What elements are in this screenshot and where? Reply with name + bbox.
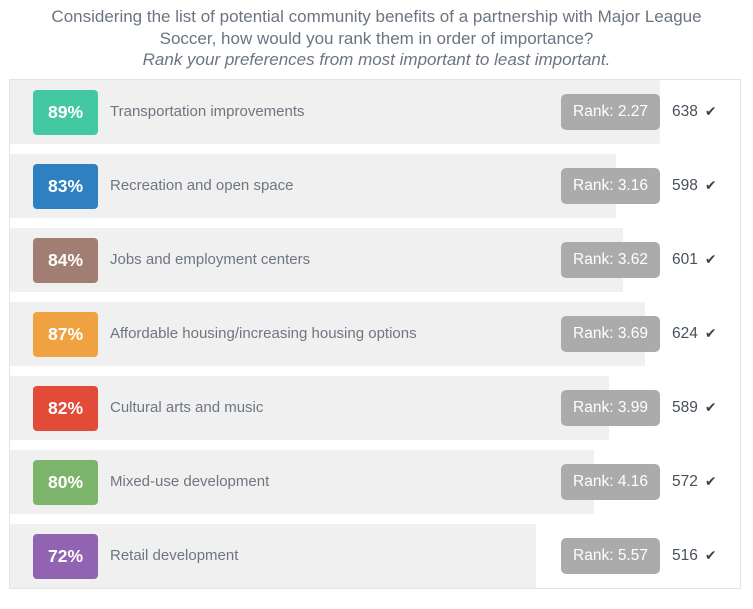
- check-icon: ✔: [704, 473, 717, 489]
- response-count-value: 572: [672, 472, 698, 490]
- percent-badge: 87%: [33, 311, 98, 357]
- response-count: 516 ✔: [672, 524, 717, 588]
- percent-bar: [10, 227, 624, 292]
- option-row[interactable]: 80% Mixed-use development Rank: 4.16 572…: [10, 449, 740, 514]
- option-row[interactable]: 83% Recreation and open space Rank: 3.16…: [10, 153, 740, 218]
- question-instruction: Rank your preferences from most importan…: [142, 50, 611, 69]
- rank-badge: Rank: 2.27: [561, 93, 660, 130]
- check-icon: ✔: [704, 251, 717, 267]
- rank-badge: Rank: 4.16: [561, 463, 660, 500]
- check-icon: ✔: [704, 547, 717, 563]
- question-line1: Considering the list of potential commun…: [51, 7, 702, 26]
- option-row[interactable]: 89% Transportation improvements Rank: 2.…: [10, 79, 740, 144]
- rank-badge: Rank: 3.69: [561, 315, 660, 352]
- percent-badge: 89%: [33, 89, 98, 135]
- percent-bar: [10, 153, 616, 218]
- percent-bar: [10, 449, 594, 514]
- option-label: Cultural arts and music: [110, 399, 264, 416]
- option-label: Jobs and employment centers: [110, 251, 311, 268]
- percent-badge: 80%: [33, 459, 98, 505]
- percent-badge: 83%: [33, 163, 98, 209]
- response-count-value: 601: [672, 250, 698, 268]
- percent-badge: 82%: [33, 385, 98, 431]
- response-count: 638 ✔: [672, 80, 717, 144]
- percent-bar: [10, 301, 646, 366]
- check-icon: ✔: [704, 103, 717, 119]
- option-label: Transportation improvements: [110, 103, 305, 120]
- response-count-value: 589: [672, 398, 698, 416]
- response-count: 598 ✔: [672, 154, 717, 218]
- percent-bar: [10, 79, 660, 144]
- percent-bar: [10, 375, 609, 440]
- option-row[interactable]: 72% Retail development Rank: 5.57 516 ✔: [10, 523, 740, 588]
- rank-badge: Rank: 3.16: [561, 167, 660, 204]
- option-label: Mixed-use development: [110, 473, 270, 490]
- option-row[interactable]: 87% Affordable housing/increasing housin…: [10, 301, 740, 366]
- option-row[interactable]: 84% Jobs and employment centers Rank: 3.…: [10, 227, 740, 292]
- rank-badge: Rank: 3.62: [561, 241, 660, 278]
- response-count-value: 516: [672, 546, 698, 564]
- option-label: Retail development: [110, 547, 239, 564]
- rank-badge: Rank: 5.57: [561, 537, 660, 574]
- response-count: 572 ✔: [672, 450, 717, 514]
- response-count: 589 ✔: [672, 376, 717, 440]
- check-icon: ✔: [704, 325, 717, 341]
- response-count-value: 624: [672, 324, 698, 342]
- option-label: Recreation and open space: [110, 177, 294, 194]
- rank-badge: Rank: 3.99: [561, 389, 660, 426]
- response-count: 624 ✔: [672, 302, 717, 366]
- question-line2: Soccer, how would you rank them in order…: [159, 28, 594, 48]
- response-count-value: 638: [672, 102, 698, 120]
- option-label: Affordable housing/increasing housing op…: [110, 325, 417, 342]
- question-title: Considering the list of potential commun…: [0, 0, 753, 71]
- response-count: 601 ✔: [672, 228, 717, 292]
- percent-badge: 84%: [33, 237, 98, 283]
- response-count-value: 598: [672, 176, 698, 194]
- results-card: 89% Transportation improvements Rank: 2.…: [9, 78, 741, 589]
- option-row[interactable]: 82% Cultural arts and music Rank: 3.99 5…: [10, 375, 740, 440]
- check-icon: ✔: [704, 399, 717, 415]
- percent-badge: 72%: [33, 533, 98, 579]
- check-icon: ✔: [704, 177, 717, 193]
